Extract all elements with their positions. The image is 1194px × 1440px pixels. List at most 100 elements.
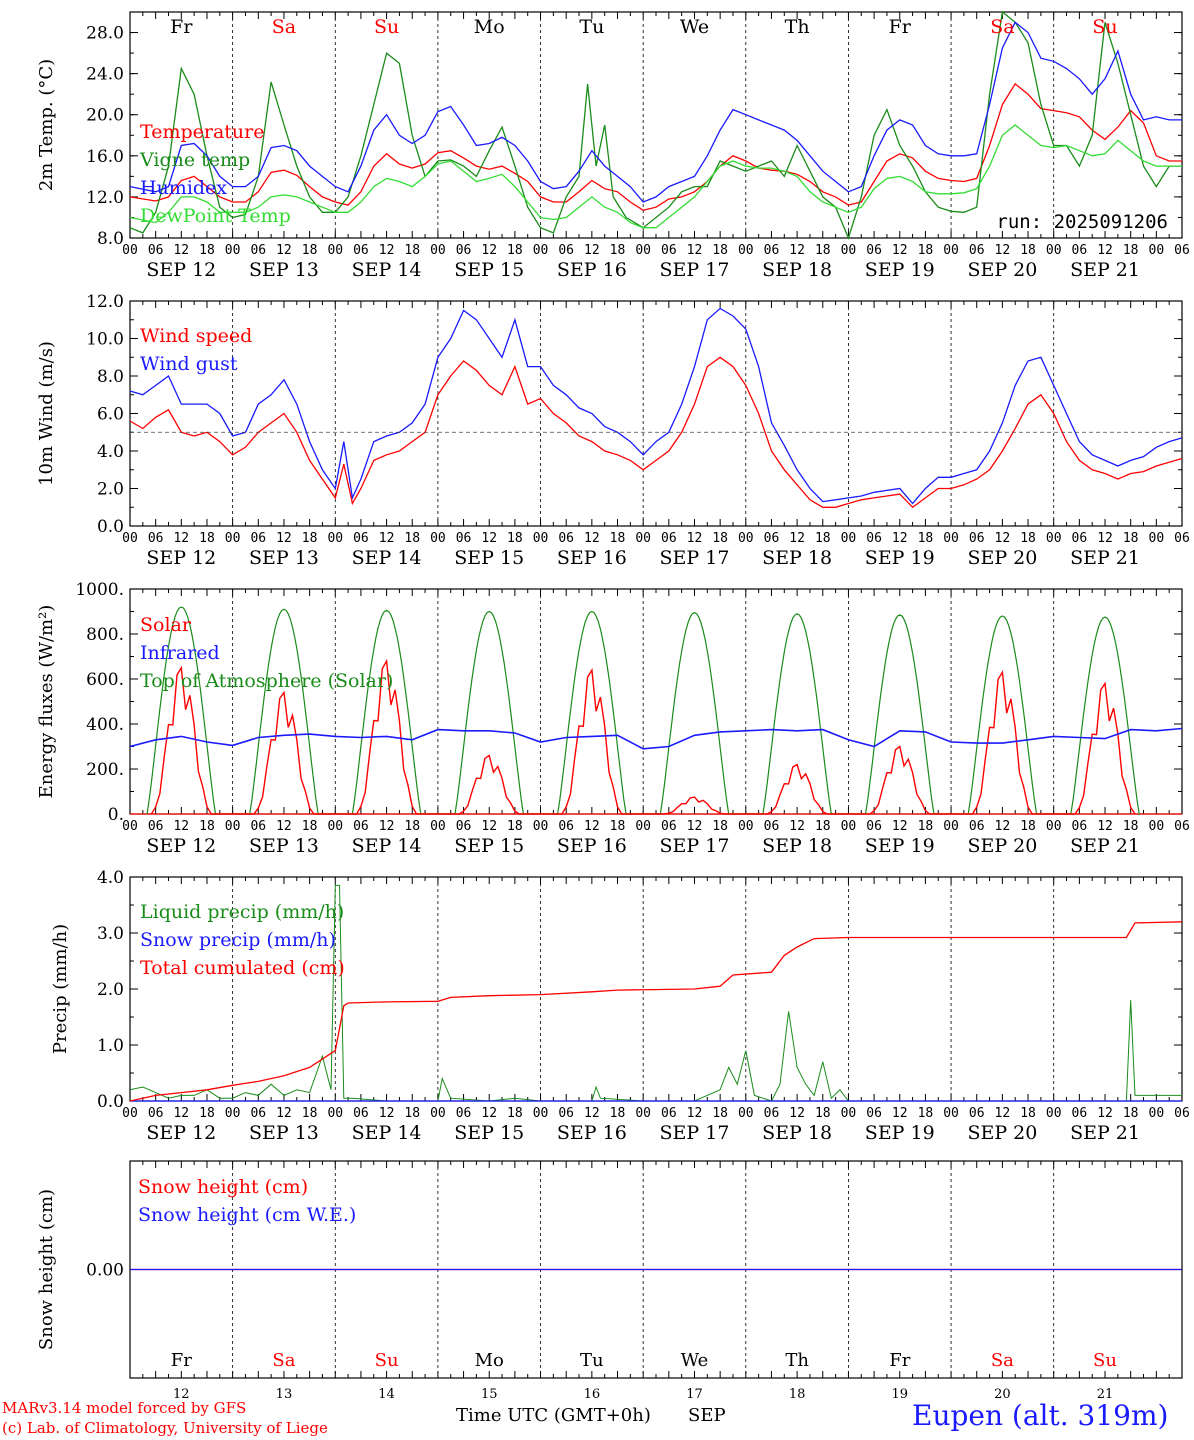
day-number: 21 (1097, 1387, 1114, 1402)
hour-tick-label: 18 (404, 531, 420, 546)
hour-tick-label: 18 (712, 819, 728, 834)
hour-tick-label: 18 (404, 1106, 420, 1121)
liquid-precip-mm-h-line (129, 884, 1182, 1102)
hour-tick-label: 00 (1149, 1106, 1165, 1121)
y-axis-label: 10m Wind (m/s) (36, 341, 57, 486)
hour-tick-label: 00 (533, 243, 549, 258)
y-tick-label: 3.0 (97, 924, 124, 944)
hour-tick-label: 12 (995, 531, 1011, 546)
date-label: SEP 15 (454, 1122, 524, 1144)
weekday-label: Su (375, 1350, 399, 1371)
weekday-label: Fr (170, 16, 193, 38)
date-label: SEP 16 (557, 547, 627, 569)
hour-tick-label: 06 (558, 531, 574, 546)
hour-tick-label: 06 (250, 243, 266, 258)
date-label: SEP 15 (454, 259, 524, 281)
hour-tick-label: 00 (122, 1106, 138, 1121)
day-number: 20 (994, 1387, 1011, 1402)
y-tick-label: 16.0 (86, 147, 124, 167)
hour-tick-label: 00 (225, 1106, 241, 1121)
hour-tick-label: 18 (712, 1106, 728, 1121)
hour-tick-label: 18 (918, 1106, 934, 1121)
hour-tick-label: 00 (533, 531, 549, 546)
y-axis-label: Precip (mm/h) (50, 924, 71, 1054)
hour-tick-label: 06 (456, 243, 472, 258)
legend-liquid-precip-mm-h: Liquid precip (mm/h) (140, 901, 344, 923)
hour-tick-label: 06 (148, 1106, 164, 1121)
hour-tick-label: 18 (815, 243, 831, 258)
panel-snow: 0.00 Snow height (cm) Snow height (cm) Snow… (36, 1160, 1183, 1379)
weekday-label: Mo (475, 1350, 504, 1371)
hour-tick-label: 06 (353, 819, 369, 834)
weekday-label: Sa (991, 1350, 1014, 1371)
hour-tick-label: 00 (841, 531, 857, 546)
panel-frame (129, 300, 1183, 527)
hour-tick-label: 00 (841, 243, 857, 258)
hour-tick-label: 18 (610, 819, 626, 834)
hour-tick-label: 00 (1046, 243, 1062, 258)
day-number: 17 (686, 1387, 703, 1402)
hour-tick-label: 18 (918, 243, 934, 258)
hour-tick-label: 06 (969, 531, 985, 546)
hour-tick-label: 12 (789, 531, 805, 546)
date-label: SEP 17 (660, 547, 730, 569)
hour-tick-label: 18 (302, 531, 318, 546)
y-tick-label: 0.0 (97, 1092, 124, 1112)
hour-tick-label: 18 (1020, 819, 1036, 834)
hour-tick-label: 18 (199, 1106, 215, 1121)
legend-total-cumulated-cm: Total cumulated (cm) (140, 957, 345, 979)
y-tick-label: 0.00 (86, 1261, 124, 1281)
hour-tick-label: 00 (430, 819, 446, 834)
date-label: SEP 15 (454, 547, 524, 569)
y-tick-label: 2.0 (97, 980, 124, 1000)
hour-tick-label: 06 (661, 243, 677, 258)
hour-tick-label: 12 (1097, 531, 1113, 546)
hour-tick-label: 00 (635, 531, 651, 546)
toa-solar-line (146, 606, 1141, 815)
legend-solar: Solar (140, 614, 192, 636)
date-label: SEP 20 (967, 835, 1037, 857)
hour-tick-label: 00 (327, 531, 343, 546)
hour-tick-label: 00 (430, 243, 446, 258)
hour-tick-label: 12 (481, 1106, 497, 1121)
y-axis-label: 2m Temp. (°C) (36, 59, 57, 191)
hour-tick-label: 18 (1020, 1106, 1036, 1121)
hour-tick-label: 18 (507, 1106, 523, 1121)
hour-tick-label: 00 (943, 531, 959, 546)
hour-tick-label: 12 (481, 531, 497, 546)
weekday-label: Mo (474, 16, 505, 38)
hour-tick-label: 00 (533, 1106, 549, 1121)
hour-tick-label: 12 (584, 1106, 600, 1121)
hour-tick-label: 06 (1174, 819, 1190, 834)
y-tick-label: 1.0 (97, 1036, 124, 1056)
hour-tick-label: 00 (327, 243, 343, 258)
date-label: SEP 16 (557, 259, 627, 281)
legend-humidex: Humidex (140, 177, 227, 199)
date-label: SEP 13 (249, 835, 319, 857)
hour-tick-label: 06 (969, 1106, 985, 1121)
hour-tick-label: 18 (507, 819, 523, 834)
hour-tick-label: 18 (1020, 531, 1036, 546)
solar-line (150, 658, 1136, 815)
hour-tick-label: 00 (327, 1106, 343, 1121)
y-tick-label: 12.0 (86, 292, 124, 312)
hour-tick-label: 18 (1020, 243, 1036, 258)
hour-tick-label: 12 (584, 531, 600, 546)
y-tick-label: 4.0 (97, 442, 124, 462)
hour-tick-label: 06 (250, 819, 266, 834)
hour-tick-label: 12 (1097, 1106, 1113, 1121)
hour-tick-label: 12 (687, 243, 703, 258)
hour-tick-label: 18 (1123, 243, 1139, 258)
date-label: SEP 17 (660, 259, 730, 281)
hour-tick-label: 06 (661, 819, 677, 834)
date-label: SEP 21 (1070, 1122, 1140, 1144)
hour-tick-label: 18 (610, 243, 626, 258)
y-tick-label: 10.0 (86, 330, 124, 350)
weekday-label: Su (1093, 1350, 1117, 1371)
vigne-temp-line (129, 10, 1182, 240)
hour-tick-label: 12 (892, 243, 908, 258)
humidex-line (129, 21, 1182, 203)
hour-tick-label: 06 (866, 531, 882, 546)
date-label: SEP 19 (865, 835, 935, 857)
